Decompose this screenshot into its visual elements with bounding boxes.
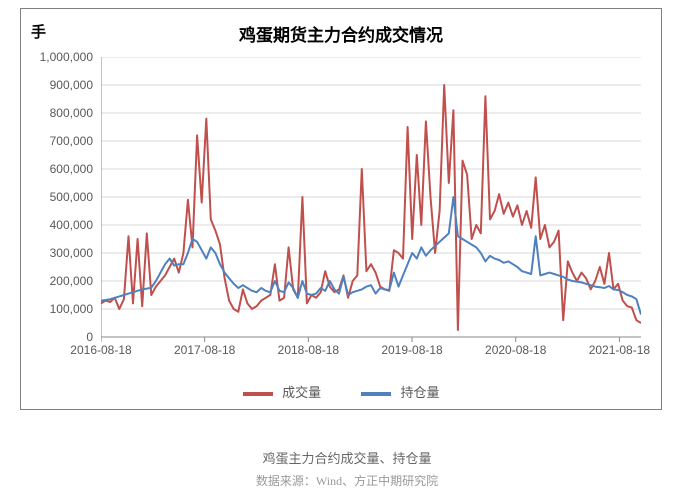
x-tick-label: 2016-08-18	[70, 343, 131, 357]
legend-label-open-interest: 持仓量	[400, 385, 439, 400]
x-tick-label: 2018-08-18	[278, 343, 339, 357]
page-root: 手 鸡蛋期货主力合约成交情况 0100,000200,000300,000400…	[0, 0, 694, 504]
series-volume-line	[101, 85, 641, 330]
legend-swatch-volume	[243, 392, 273, 396]
y-tick-label: 400,000	[21, 218, 93, 232]
y-tick-label: 0	[21, 330, 93, 344]
legend-item-open-interest: 持仓量	[361, 382, 440, 401]
chart-svg	[101, 57, 641, 357]
y-tick-label: 600,000	[21, 162, 93, 176]
x-tick-label: 2019-08-18	[381, 343, 442, 357]
x-tick-label: 2017-08-18	[174, 343, 235, 357]
chart-container: 手 鸡蛋期货主力合约成交情况 0100,000200,000300,000400…	[20, 8, 662, 410]
y-tick-label: 200,000	[21, 274, 93, 288]
y-tick-label: 800,000	[21, 106, 93, 120]
x-tick-label: 2021-08-18	[589, 343, 650, 357]
caption-title: 鸡蛋主力合约成交量、持仓量	[0, 448, 694, 467]
y-tick-label: 1,000,000	[21, 50, 93, 64]
x-tick-label: 2020-08-18	[485, 343, 546, 357]
y-tick-label: 900,000	[21, 78, 93, 92]
y-tick-label: 500,000	[21, 190, 93, 204]
y-tick-label: 100,000	[21, 302, 93, 316]
plot-area	[101, 57, 641, 337]
legend-label-volume: 成交量	[282, 385, 321, 400]
chart-title: 鸡蛋期货主力合约成交情况	[21, 21, 661, 46]
legend-item-volume: 成交量	[243, 382, 322, 401]
legend-swatch-open-interest	[361, 392, 391, 396]
caption-source: 数据来源：Wind、方正中期研究院	[0, 472, 694, 489]
y-tick-label: 300,000	[21, 246, 93, 260]
legend: 成交量 持仓量	[21, 382, 661, 401]
y-tick-label: 700,000	[21, 134, 93, 148]
